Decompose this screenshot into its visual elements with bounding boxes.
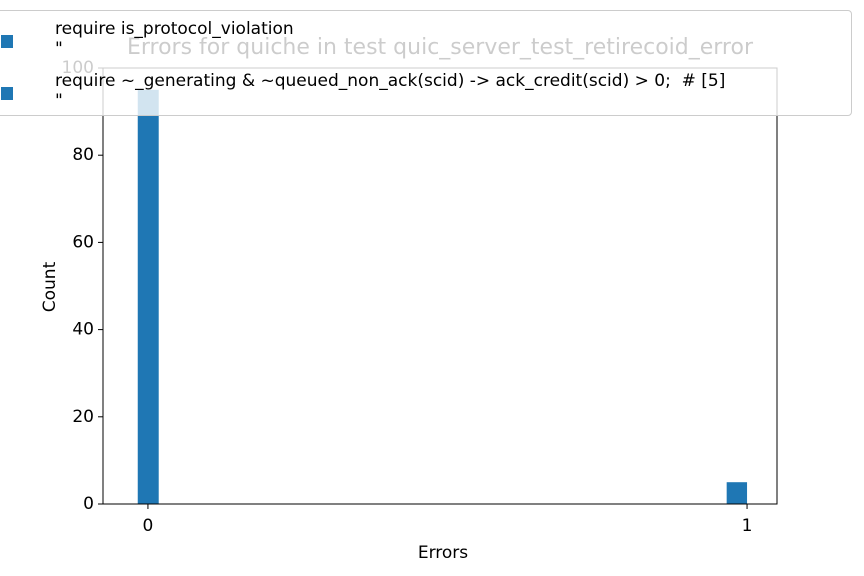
- legend: require is_protocol_violation " require ~…: [0, 10, 852, 116]
- x-tick-label: 0: [143, 516, 154, 536]
- y-tick-label: 20: [72, 407, 94, 427]
- legend-swatch: [1, 87, 13, 100]
- x-axis-label: Errors: [418, 543, 468, 563]
- legend-label: require ~_generating & ~queued_non_ack(s…: [55, 71, 726, 111]
- plot-area: [137, 89, 748, 505]
- y-tick-label: 0: [83, 494, 94, 514]
- bar: [726, 482, 748, 504]
- legend-swatch: [1, 35, 13, 48]
- y-tick-label: 80: [72, 145, 94, 165]
- x-tick-label: 1: [742, 516, 753, 536]
- axes-frame: [102, 67, 778, 505]
- y-tick-label: 60: [72, 232, 94, 252]
- bar: [137, 89, 159, 505]
- legend-label: require is_protocol_violation ": [55, 19, 294, 59]
- y-tick-label: 40: [72, 320, 94, 340]
- y-axis-label: Count: [40, 261, 60, 312]
